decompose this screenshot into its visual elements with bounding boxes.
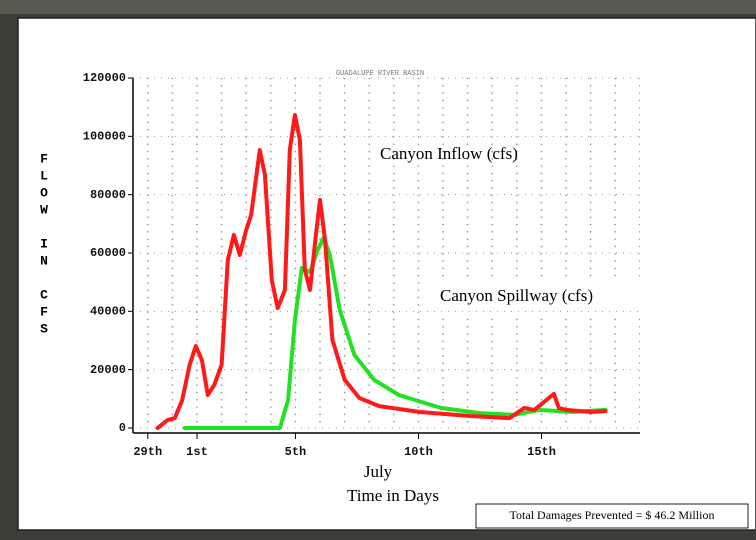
annotation-box xyxy=(430,280,650,316)
y-tick-label: 100000 xyxy=(83,130,126,144)
y-tick-label: 80000 xyxy=(90,188,126,202)
x-tick-label: 1st xyxy=(186,445,208,459)
dot-grid xyxy=(134,78,640,428)
annotation: Canyon Spillway (cfs) xyxy=(440,286,593,305)
x-axis-sublabel: Time in Days xyxy=(347,486,439,505)
x-tick-label: 5th xyxy=(285,445,307,459)
chart-title: GUADALUPE RIVER BASIN xyxy=(336,70,424,78)
x-tick-label: 15th xyxy=(527,445,556,459)
footer-box xyxy=(475,503,749,529)
y-axis-label: FLOW IN CFS xyxy=(37,152,52,339)
y-tick-label: 40000 xyxy=(90,305,126,319)
footer: Total Damages Prevented = $ 46.2 Million xyxy=(510,508,715,522)
x-tick-label: 10th xyxy=(404,445,433,459)
y-tick-label: 120000 xyxy=(83,71,126,85)
x-tick-label: 29th xyxy=(133,445,162,459)
series-line xyxy=(155,113,608,430)
x-axis-label: July xyxy=(364,462,393,481)
y-tick-label: 0 xyxy=(119,421,126,435)
y-tick-label: 60000 xyxy=(90,246,126,260)
photo-border xyxy=(0,0,756,14)
annotation: Canyon Inflow (cfs) xyxy=(380,144,518,163)
y-tick-label: 20000 xyxy=(90,363,126,377)
